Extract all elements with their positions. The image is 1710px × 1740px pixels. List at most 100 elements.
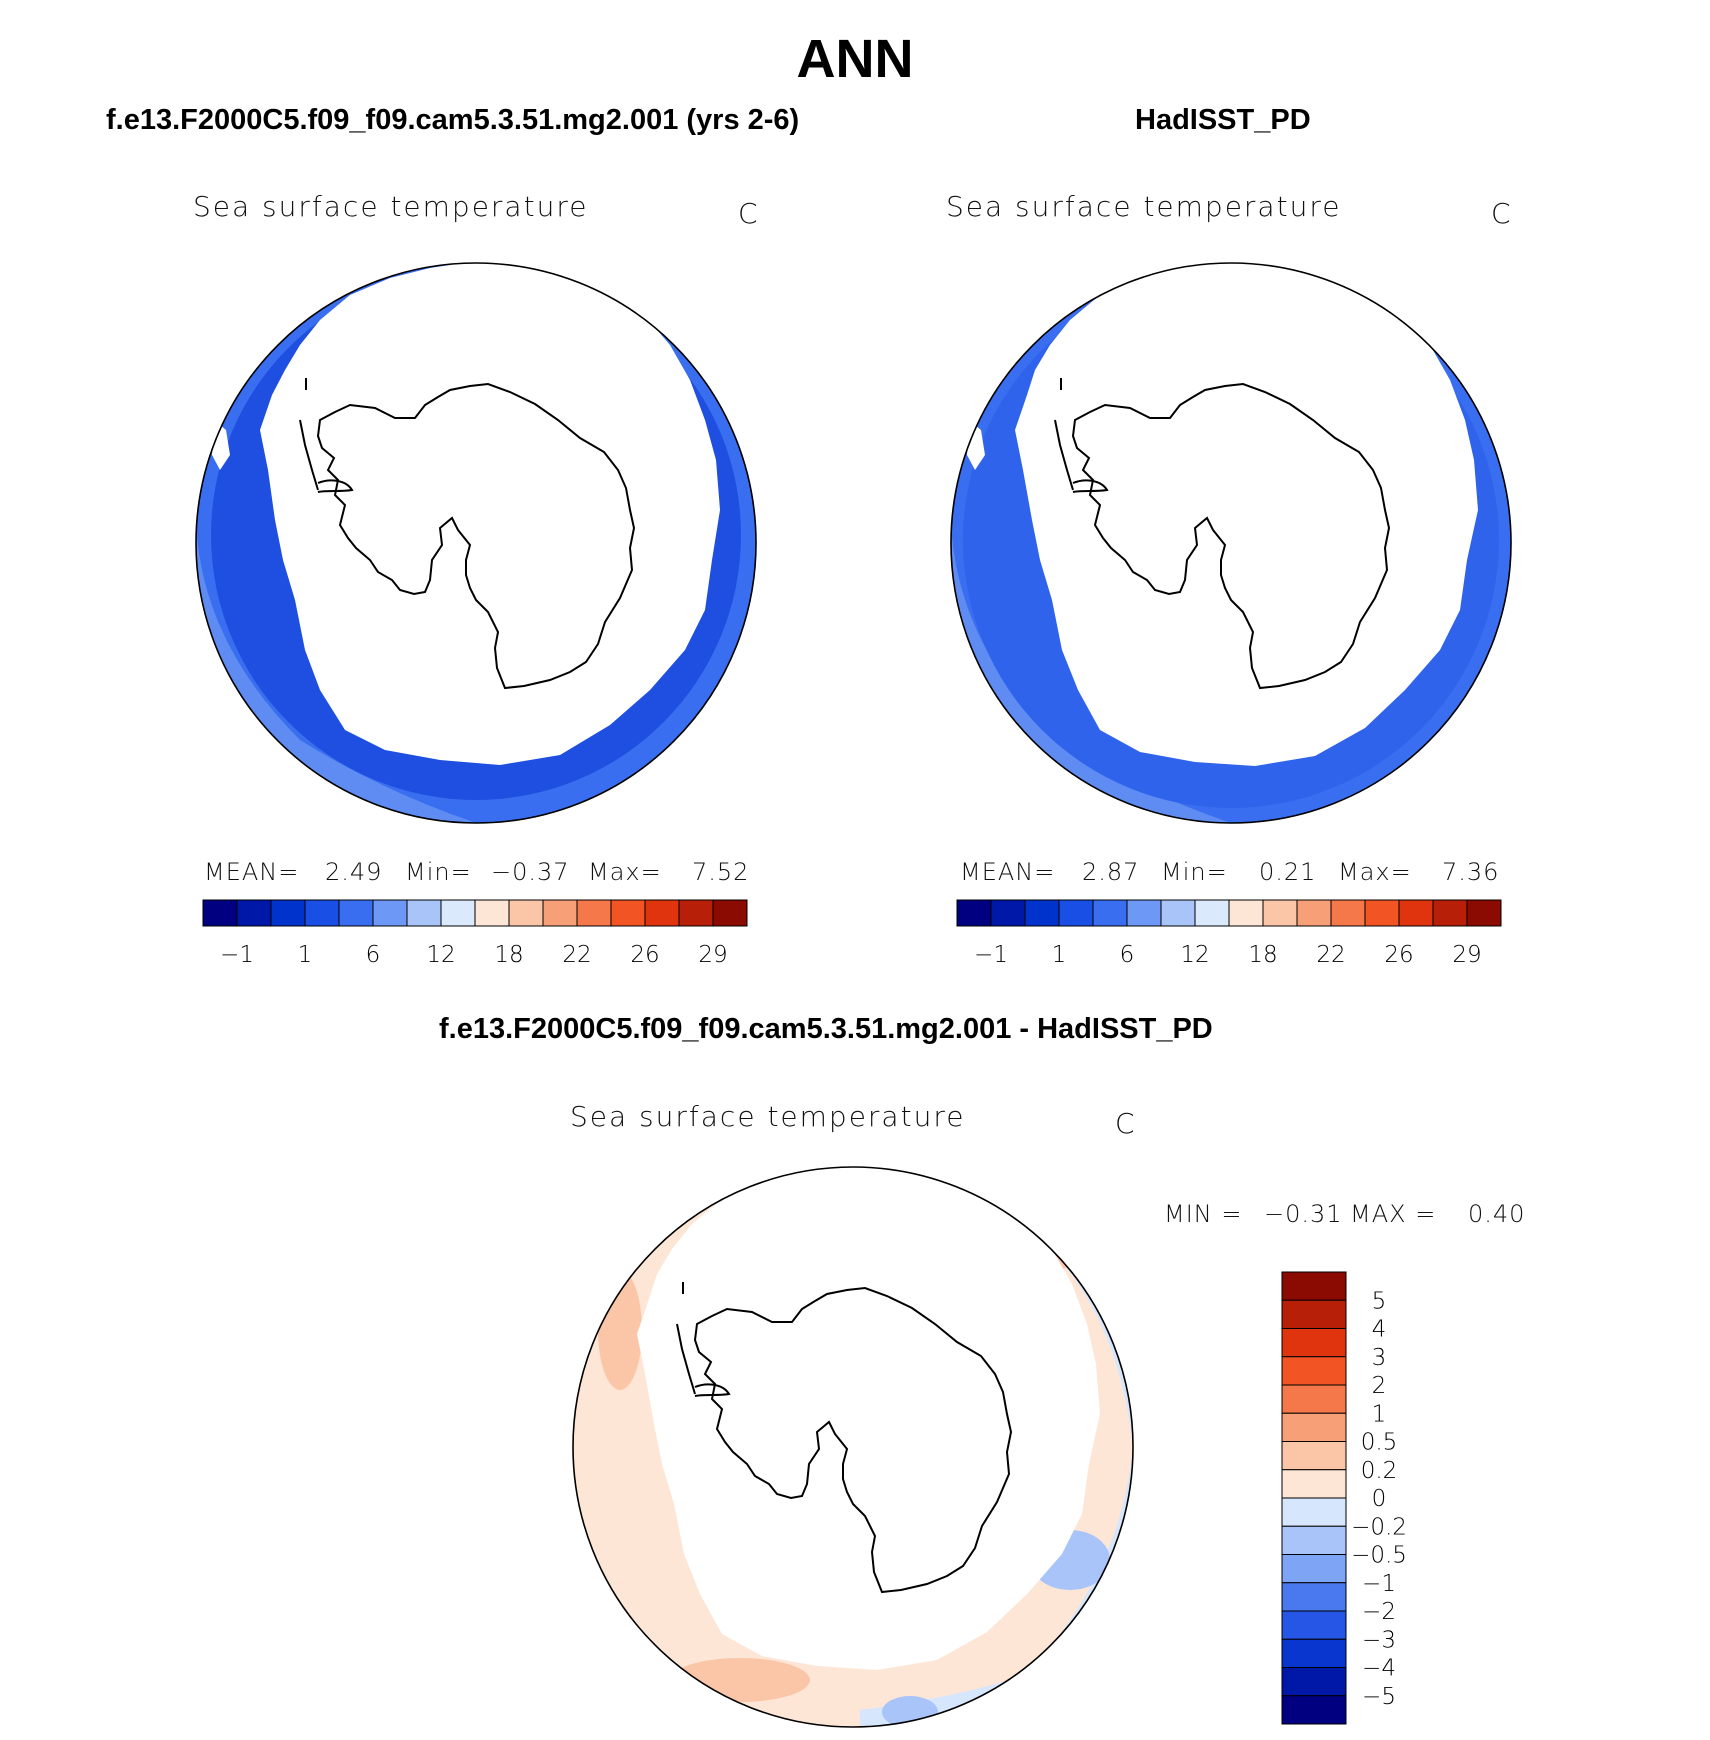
diff-colorbar-tick-label: −4 <box>1362 1656 1396 1682</box>
obs-colorbar-tick-label: 1 <box>1052 942 1067 968</box>
diff-colorbar-tick-label: 4 <box>1372 1317 1387 1343</box>
diff-colorbar-tick-label: 5 <box>1372 1288 1387 1314</box>
obs-max-label: Max= <box>1338 858 1412 886</box>
obs-antarctica-coastline <box>1071 382 1391 690</box>
obs-colorbar-swatch <box>990 899 1026 927</box>
diff-colorbar-swatch <box>1281 1299 1347 1329</box>
obs-map-outline <box>950 262 1512 824</box>
diff-colorbar-swatch <box>1281 1412 1347 1442</box>
diff-positive-west <box>598 1270 642 1390</box>
model-colorbar-swatch <box>678 899 714 927</box>
obs-colorbar-swatch <box>1228 899 1264 927</box>
obs-colorbar-swatch <box>1126 899 1162 927</box>
model-colorbar-swatch <box>236 899 272 927</box>
diff-max-label: MAX = <box>1350 1200 1437 1228</box>
obs-colorbar-tick-label: 26 <box>1384 942 1413 968</box>
diff-positive-south <box>670 1658 810 1702</box>
model-map-outline <box>195 262 757 824</box>
model-colorbar-swatch <box>440 899 476 927</box>
model-colorbar-tick-label: 18 <box>494 942 523 968</box>
obs-colorbar-tick-label: −1 <box>974 942 1008 968</box>
model-colorbar-swatch <box>406 899 442 927</box>
obs-max-value: 7.36 <box>1442 858 1500 886</box>
diff-colorbar-tick-label: −2 <box>1362 1599 1396 1625</box>
obs-colorbar-tick-label: 12 <box>1180 942 1209 968</box>
obs-colorbar-swatch <box>1092 899 1128 927</box>
model-colorbar-swatch <box>644 899 680 927</box>
model-panel-header: f.e13.F2000C5.f09_f09.cam5.3.51.mg2.001 … <box>106 104 800 136</box>
diff-colorbar-tick-label: 0 <box>1372 1486 1387 1512</box>
diff-antarctica-coastline <box>693 1286 1013 1594</box>
diff-min-value: −0.31 <box>1264 1200 1343 1228</box>
model-colorbar-swatch <box>202 899 238 927</box>
model-colorbar-tick-label: −1 <box>220 942 254 968</box>
model-colorbar-swatch <box>338 899 374 927</box>
diff-colorbar-tick-label: 0.5 <box>1361 1430 1398 1456</box>
model-colorbar-tick-label: 12 <box>426 942 455 968</box>
diff-colorbar-swatch <box>1281 1667 1347 1697</box>
model-max-label: Max= <box>588 858 662 886</box>
obs-variable-label: Sea surface temperature <box>946 190 1342 223</box>
obs-panel-header: HadISST_PD <box>1135 104 1311 136</box>
difference-sst-map <box>572 1166 1134 1728</box>
model-colorbar-tick-label: 6 <box>366 942 381 968</box>
model-colorbar-tick-label: 1 <box>298 942 313 968</box>
model-mean-label: MEAN= <box>204 858 300 886</box>
model-sst-map <box>195 262 757 824</box>
model-colorbar-swatch <box>270 899 306 927</box>
obs-mean-value: 2.87 <box>1082 858 1140 886</box>
model-colorbar: −1 1 6 12 18 22 26 29 <box>202 899 748 968</box>
diff-colorbar-swatch <box>1281 1328 1347 1358</box>
diff-units-label: C <box>1115 1107 1137 1140</box>
diff-colorbar-swatch <box>1281 1610 1347 1640</box>
model-colorbar-tick-label: 29 <box>698 942 727 968</box>
obs-colorbar-swatch <box>1024 899 1060 927</box>
diff-colorbar-tick-label: −3 <box>1362 1627 1396 1653</box>
obs-colorbar-swatch <box>1364 899 1400 927</box>
model-colorbar-swatch <box>304 899 340 927</box>
obs-mean-label: MEAN= <box>960 858 1056 886</box>
obs-colorbar-swatch <box>1262 899 1298 927</box>
model-colorbar-tick-label: 26 <box>630 942 659 968</box>
model-units-label: C <box>738 197 760 230</box>
model-max-value: 7.52 <box>692 858 750 886</box>
model-colorbar-swatch <box>474 899 510 927</box>
obs-colorbar-tick-label: 18 <box>1248 942 1277 968</box>
diff-colorbar-swatch <box>1281 1441 1347 1471</box>
obs-colorbar-swatch <box>1432 899 1468 927</box>
diff-colorbar-swatch <box>1281 1356 1347 1386</box>
diff-colorbar-swatch <box>1281 1497 1347 1527</box>
diff-colorbar-tick-label: −0.2 <box>1351 1514 1407 1540</box>
obs-units-label: C <box>1491 197 1513 230</box>
figure-title: ANN <box>796 29 914 89</box>
obs-colorbar-swatch <box>1058 899 1094 927</box>
obs-colorbar-swatch <box>1160 899 1196 927</box>
obs-colorbar-swatch <box>1194 899 1230 927</box>
model-colorbar-swatch <box>508 899 544 927</box>
diff-colorbar-tick-label: −1 <box>1362 1571 1396 1597</box>
obs-colorbar-tick-label: 6 <box>1120 942 1135 968</box>
model-colorbar-swatch <box>610 899 646 927</box>
obs-colorbar-swatch <box>1466 899 1502 927</box>
obs-sst-map <box>950 262 1512 824</box>
obs-colorbar-swatch <box>1398 899 1434 927</box>
obs-colorbar-swatch <box>1296 899 1332 927</box>
diff-colorbar-swatch <box>1281 1695 1347 1725</box>
diff-colorbar-tick-label: 2 <box>1372 1373 1387 1399</box>
obs-colorbar-tick-label: 22 <box>1316 942 1345 968</box>
diff-colorbar-swatch <box>1281 1384 1347 1414</box>
diff-colorbar-tick-label: −5 <box>1362 1684 1396 1710</box>
model-min-label: Min= <box>405 858 472 886</box>
obs-colorbar-swatch <box>1330 899 1366 927</box>
diff-map-outline <box>572 1166 1134 1728</box>
model-mean-value: 2.49 <box>325 858 383 886</box>
obs-colorbar: −1 1 6 12 18 22 26 29 <box>956 899 1502 968</box>
obs-colorbar-swatch <box>956 899 992 927</box>
obs-min-value: 0.21 <box>1259 858 1317 886</box>
diff-colorbar-swatch <box>1281 1469 1347 1499</box>
model-colorbar-swatch <box>712 899 748 927</box>
diff-colorbar-tick-label: 3 <box>1372 1345 1387 1371</box>
model-min-value: −0.37 <box>491 858 570 886</box>
